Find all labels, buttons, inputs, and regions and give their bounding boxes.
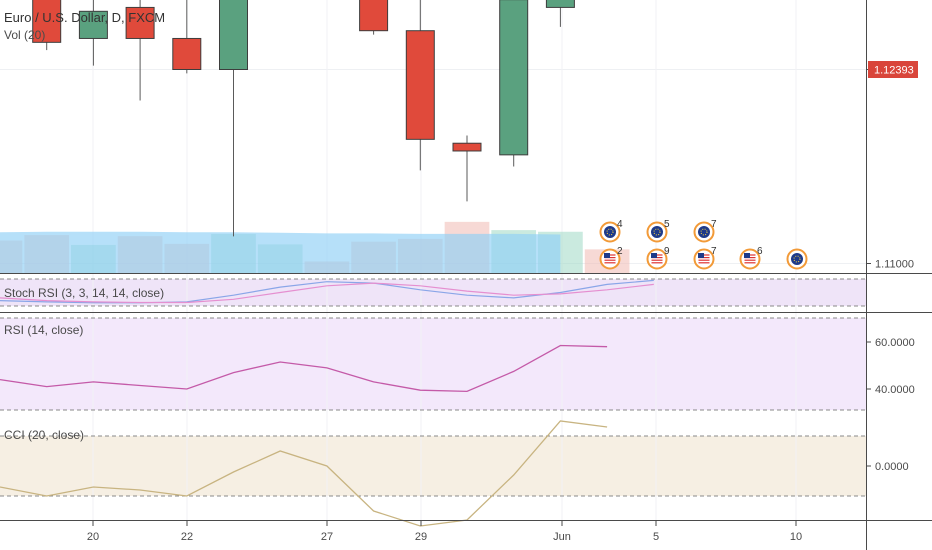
candle[interactable] — [32, 0, 62, 51]
event-count: 5 — [664, 219, 670, 230]
event-marker[interactable]: 5 — [646, 219, 671, 243]
rsi-tick-label: 40.0000 — [875, 384, 915, 396]
candle[interactable] — [172, 0, 202, 74]
event-count: 7 — [711, 246, 717, 257]
time-tick-label: 20 — [87, 531, 99, 543]
current-price-tag — [868, 61, 918, 78]
economic-events[interactable]: 4 5 7 2 9 7 6 — [599, 219, 808, 270]
event-marker[interactable]: 4 — [599, 219, 624, 243]
candle-body — [545, 0, 575, 8]
cci-tick-label: 0.0000 — [875, 461, 909, 473]
event-marker[interactable]: 6 — [739, 246, 764, 270]
eu-flag-icon — [791, 253, 803, 265]
symbol-title[interactable]: Euro / U.S. Dollar, D, FXCM — [4, 10, 166, 25]
us-flag-icon — [651, 253, 663, 265]
candle[interactable] — [499, 0, 529, 167]
eu-flag-icon — [698, 226, 710, 238]
cci-band — [0, 436, 866, 496]
candle-body — [78, 10, 108, 39]
us-flag-icon — [698, 253, 710, 265]
event-count: 4 — [617, 219, 623, 230]
eu-flag-icon — [604, 226, 616, 238]
candle[interactable] — [359, 0, 389, 35]
us-flag-icon — [604, 253, 616, 265]
time-tick-label: 22 — [181, 531, 193, 543]
stoch-rsi-band — [0, 279, 866, 306]
pane-separators[interactable] — [0, 273, 932, 521]
event-marker[interactable] — [786, 248, 808, 270]
candle[interactable] — [405, 0, 435, 171]
rsi-tick-label: 60.0000 — [875, 337, 915, 349]
time-axis[interactable]: 20 22 27 29 Jun 5 10 — [87, 521, 802, 543]
stoch-rsi-label[interactable]: Stoch RSI (3, 3, 14, 14, close) — [4, 286, 165, 300]
candle-body — [219, 0, 248, 71]
candle[interactable] — [545, 0, 575, 27]
candle[interactable] — [78, 0, 108, 66]
candle[interactable] — [125, 0, 155, 101]
time-tick-label: 27 — [321, 531, 333, 543]
price-tick-label: 1.11000 — [875, 259, 914, 271]
event-count: 6 — [757, 246, 763, 257]
candle[interactable] — [452, 135, 482, 202]
candle-body — [452, 142, 482, 152]
rsi-band — [0, 318, 866, 410]
event-count: 9 — [664, 246, 670, 257]
rsi-label[interactable]: RSI (14, close) — [4, 323, 84, 337]
candle-body — [32, 0, 62, 43]
volume-moving-average — [0, 231, 561, 273]
eu-flag-icon — [651, 226, 663, 238]
candles[interactable] — [0, 0, 621, 237]
event-marker[interactable]: 7 — [693, 246, 718, 270]
event-marker[interactable]: 2 — [599, 246, 624, 270]
rsi-line — [0, 344, 608, 393]
time-tick-label: 29 — [415, 531, 427, 543]
event-marker[interactable]: 7 — [693, 219, 718, 243]
band-lines — [0, 278, 866, 497]
cci-label[interactable]: CCI (20, close) — [4, 428, 85, 442]
candle-body — [359, 0, 389, 32]
candle[interactable] — [219, 0, 248, 237]
event-marker[interactable]: 9 — [646, 246, 671, 270]
time-tick-label: 10 — [790, 531, 802, 543]
event-count: 2 — [617, 246, 623, 257]
event-count: 7 — [711, 219, 717, 230]
stoch-rsi-d-line — [0, 282, 654, 304]
volume-label[interactable]: Vol (20) — [4, 28, 46, 42]
candle-body — [499, 0, 529, 156]
current-price-value: 1.12393 — [874, 65, 914, 77]
time-tick-label: 5 — [653, 531, 659, 543]
cci-line — [0, 420, 608, 527]
candle-body — [172, 37, 202, 70]
candle-body — [405, 30, 435, 140]
time-tick-label: Jun — [553, 531, 571, 543]
us-flag-icon — [744, 253, 756, 265]
candle-body — [125, 6, 155, 39]
